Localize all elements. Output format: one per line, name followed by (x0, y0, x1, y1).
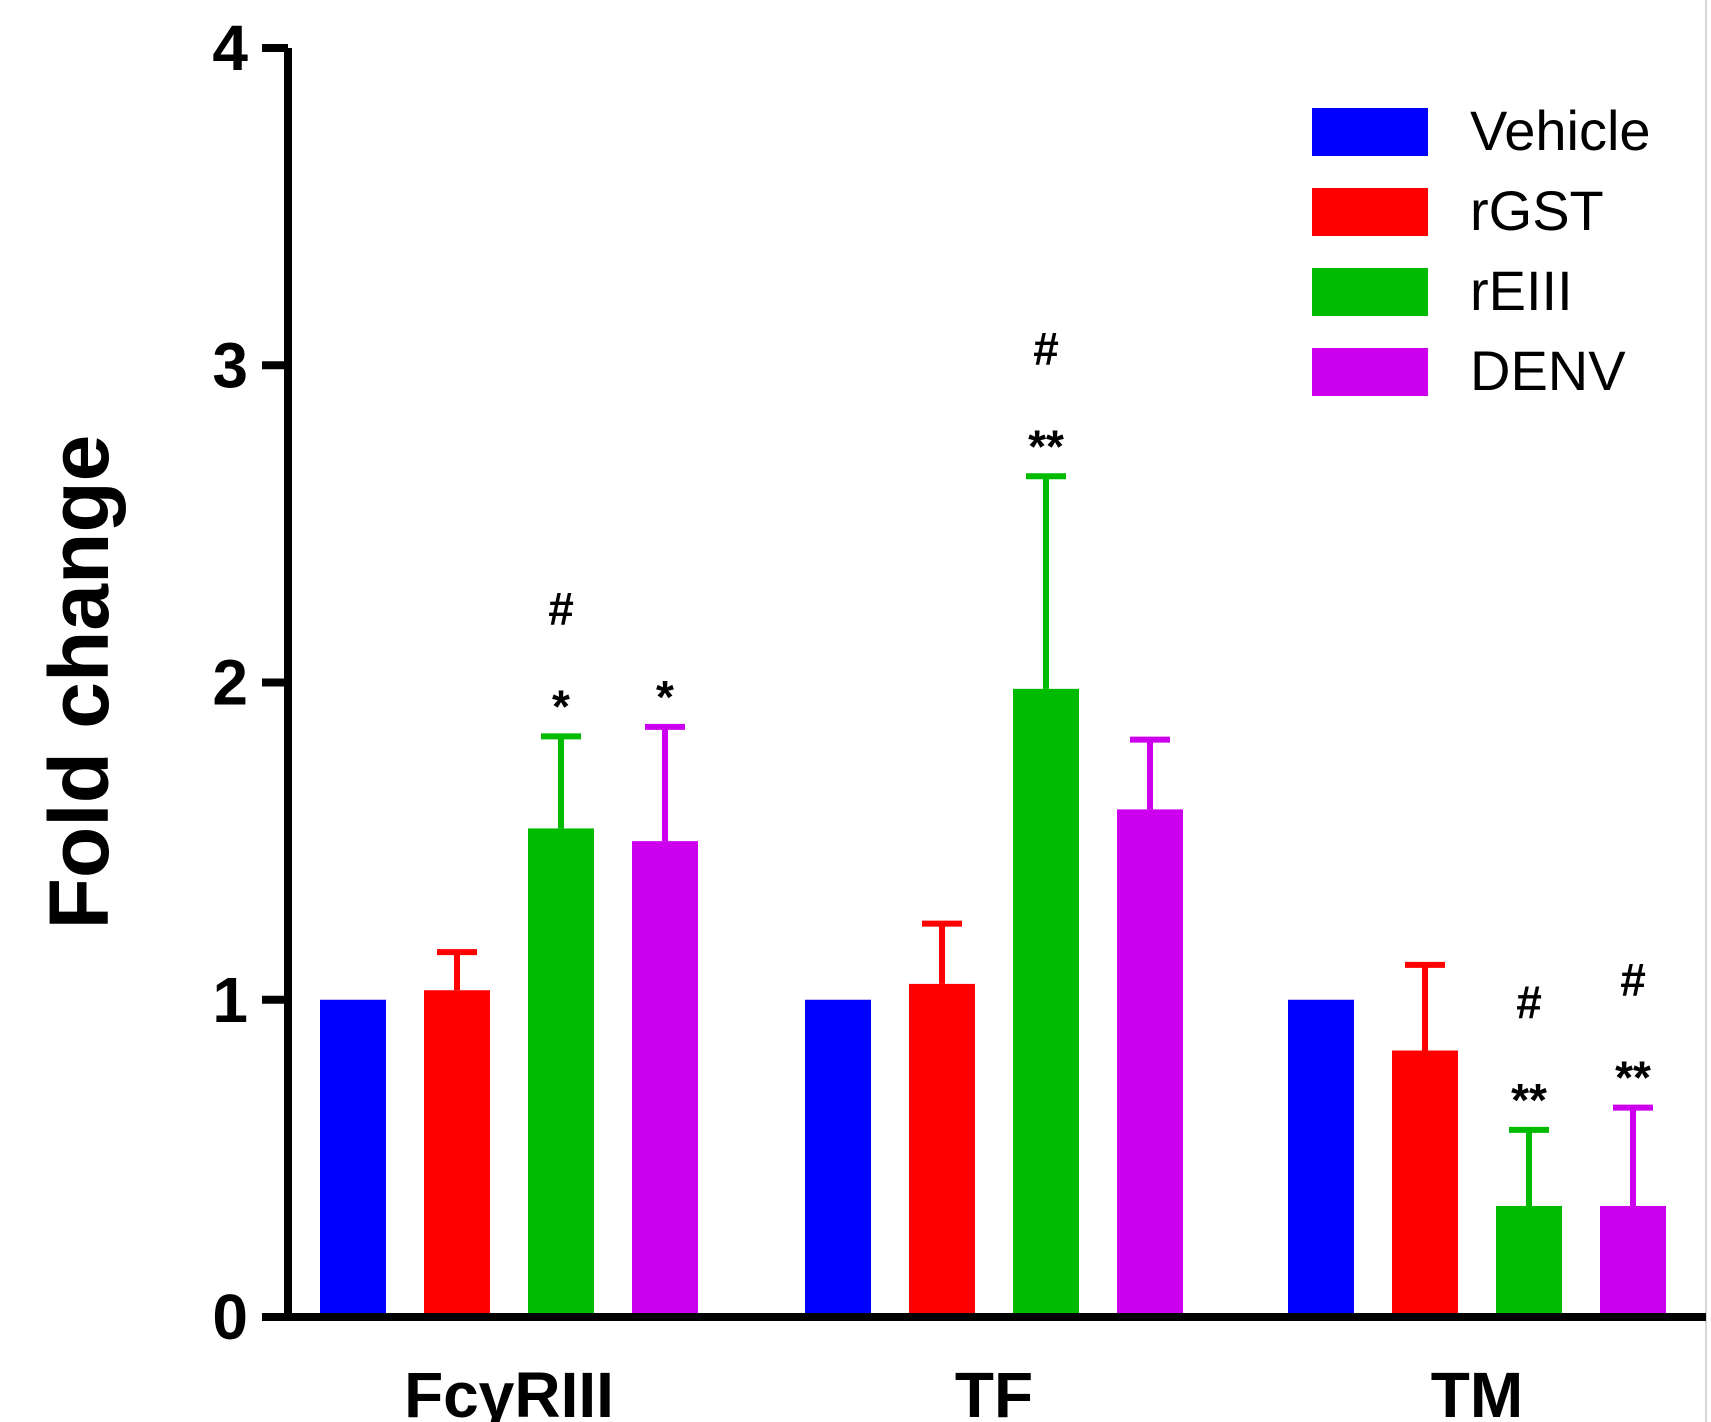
annotation-1-0: * (656, 671, 674, 723)
annotation-2-1: # (1033, 322, 1059, 374)
y-axis-label: Fold change (32, 435, 126, 930)
bar-vehicle-1 (805, 999, 871, 1317)
bar-vehicle-0 (320, 999, 386, 1317)
legend-swatch-reiii (1312, 268, 1428, 316)
legend: Vehicle rGST rEIII DENV (1312, 99, 1651, 402)
annotation-4-0: ** (1615, 1052, 1651, 1104)
bars-group (320, 688, 1666, 1317)
category-label-1: TF (955, 1359, 1033, 1422)
legend-swatch-denv (1312, 348, 1428, 396)
annotation-3-1: # (1516, 976, 1542, 1028)
bar-vehicle-2 (1288, 999, 1354, 1317)
annotation-0-0: * (552, 680, 570, 732)
bar-reiii-0 (528, 828, 594, 1317)
bar-reiii-2 (1496, 1205, 1562, 1317)
category-label-2: TM (1431, 1359, 1523, 1422)
bar-reiii-1 (1013, 688, 1079, 1317)
error-bars-group (437, 473, 1653, 1206)
legend-swatch-rgst (1312, 188, 1428, 236)
bar-rgst-2 (1392, 1050, 1458, 1317)
category-labels-group: FcγRIII TF TM (404, 1359, 1523, 1422)
legend-label-denv: DENV (1470, 339, 1626, 402)
y-ticks-group: 0 1 2 3 4 (212, 12, 288, 1353)
annotation-0-1: # (548, 582, 574, 634)
bar-denv-0 (632, 841, 698, 1317)
y-tick-label-4: 4 (212, 12, 248, 84)
annotations-group: *#***#**#**# (548, 322, 1651, 1126)
annotation-2-0: ** (1028, 420, 1064, 472)
legend-label-vehicle: Vehicle (1470, 99, 1651, 162)
legend-label-rgst: rGST (1470, 179, 1604, 242)
legend-swatch-vehicle (1312, 108, 1428, 156)
bar-denv-2 (1600, 1205, 1666, 1317)
y-tick-label-2: 2 (212, 647, 248, 719)
y-tick-label-3: 3 (212, 329, 248, 401)
bar-rgst-1 (909, 983, 975, 1317)
y-tick-label-1: 1 (212, 964, 248, 1036)
legend-label-reiii: rEIII (1470, 259, 1573, 322)
annotation-3-0: ** (1511, 1074, 1547, 1126)
category-label-0: FcγRIII (404, 1359, 614, 1422)
annotation-4-1: # (1620, 954, 1646, 1006)
y-tick-label-0: 0 (212, 1281, 248, 1353)
bar-rgst-0 (424, 990, 490, 1317)
bar-denv-1 (1117, 809, 1183, 1317)
